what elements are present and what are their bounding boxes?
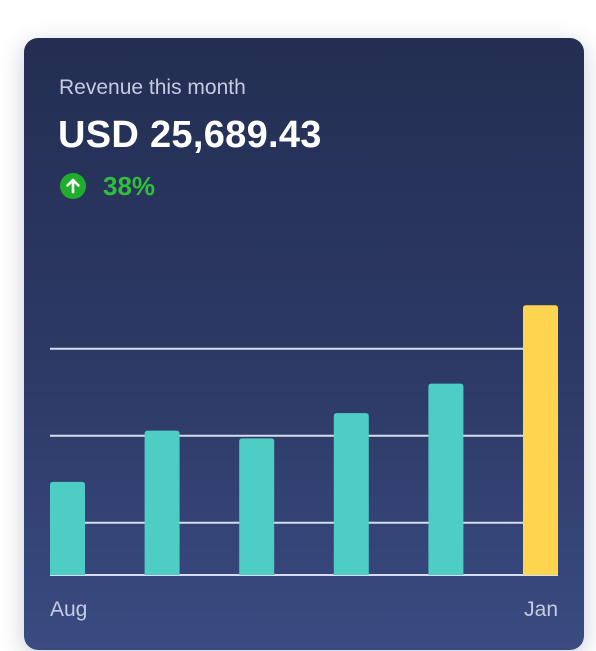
change-indicator: 38%: [59, 170, 156, 201]
bar-jan: [523, 305, 558, 575]
bar-sep: [144, 430, 180, 575]
bar-dec: [428, 383, 464, 575]
x-tick-label-start: Aug: [50, 598, 88, 621]
bar-oct: [239, 438, 275, 575]
card-label: Revenue this month: [59, 76, 246, 99]
bar-nov: [333, 413, 369, 575]
revenue-amount: USD 25,689.43: [58, 114, 322, 156]
bar-aug: [50, 481, 85, 575]
revenue-bar-chart: [50, 305, 558, 576]
revenue-card: Revenue this month USD 25,689.43 38% Aug…: [24, 38, 584, 650]
arrow-up-circle-icon: [60, 173, 86, 199]
change-percent: 38%: [103, 170, 156, 201]
x-tick-label-end: Jan: [524, 598, 558, 621]
